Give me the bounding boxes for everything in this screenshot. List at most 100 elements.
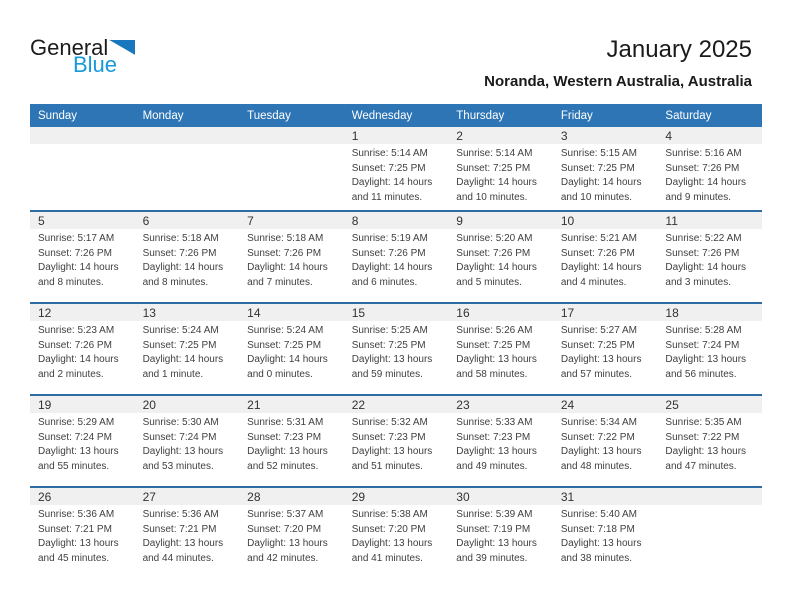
sunrise-text: Sunrise: 5:38 AM <box>351 509 428 520</box>
day-details: Sunrise: 5:24 AM Sunset: 7:25 PM Dayligh… <box>239 321 344 382</box>
sunset-text: Sunset: 7:19 PM <box>456 523 531 535</box>
day-cell: 15 Sunrise: 5:25 AM Sunset: 7:25 PM Dayl… <box>343 304 449 394</box>
sunrise-text: Sunrise: 5:39 AM <box>456 509 533 520</box>
day-cell <box>239 127 344 210</box>
sunset-text: Sunset: 7:26 PM <box>38 247 112 259</box>
daylight-text: Daylight: 13 hours and 44 minutes. <box>142 538 224 564</box>
sunrise-text: Sunrise: 5:36 AM <box>142 509 219 520</box>
week-row: 19 Sunrise: 5:29 AM Sunset: 7:24 PM Dayl… <box>30 394 762 486</box>
sunrise-text: Sunrise: 5:34 AM <box>560 417 637 428</box>
day-cell: 11 Sunrise: 5:22 AM Sunset: 7:26 PM Dayl… <box>657 212 762 302</box>
sunset-text: Sunset: 7:21 PM <box>38 523 112 535</box>
sunrise-text: Sunrise: 5:22 AM <box>665 233 742 244</box>
sunset-text: Sunset: 7:21 PM <box>142 523 217 535</box>
day-number: 13 <box>134 304 240 321</box>
location-subtitle: Noranda, Western Australia, Australia <box>484 73 752 90</box>
daylight-text: Daylight: 14 hours and 2 minutes. <box>38 354 119 380</box>
day-number: 31 <box>552 488 658 505</box>
sunrise-text: Sunrise: 5:25 AM <box>351 325 428 336</box>
calendar-grid: Sunday Monday Tuesday Wednesday Thursday… <box>30 104 762 578</box>
sunset-text: Sunset: 7:24 PM <box>665 339 740 351</box>
sunrise-text: Sunrise: 5:37 AM <box>247 509 324 520</box>
day-details <box>30 144 135 147</box>
day-number: 3 <box>552 127 658 144</box>
logo-text-blue: Blue <box>73 52 118 77</box>
sunset-text: Sunset: 7:25 PM <box>247 339 322 351</box>
day-number: 8 <box>343 212 449 229</box>
sunrise-text: Sunrise: 5:33 AM <box>456 417 533 428</box>
daylight-text: Daylight: 14 hours and 9 minutes. <box>665 177 747 203</box>
day-number: 28 <box>239 488 344 505</box>
title-block: January 2025 Noranda, Western Australia,… <box>484 36 752 90</box>
day-cell: 25 Sunrise: 5:35 AM Sunset: 7:22 PM Dayl… <box>657 396 762 486</box>
day-details: Sunrise: 5:22 AM Sunset: 7:26 PM Dayligh… <box>657 229 762 290</box>
day-cell: 9 Sunrise: 5:20 AM Sunset: 7:26 PM Dayli… <box>448 212 553 302</box>
sunset-text: Sunset: 7:26 PM <box>665 162 740 174</box>
day-details: Sunrise: 5:24 AM Sunset: 7:25 PM Dayligh… <box>135 321 240 382</box>
week-row: 12 Sunrise: 5:23 AM Sunset: 7:26 PM Dayl… <box>30 302 762 394</box>
day-details: Sunrise: 5:39 AM Sunset: 7:19 PM Dayligh… <box>448 505 553 566</box>
day-cell: 18 Sunrise: 5:28 AM Sunset: 7:24 PM Dayl… <box>657 304 762 394</box>
week-row: 26 Sunrise: 5:36 AM Sunset: 7:21 PM Dayl… <box>30 486 762 578</box>
sunrise-text: Sunrise: 5:17 AM <box>38 233 115 244</box>
day-number: 15 <box>343 304 449 321</box>
daylight-text: Daylight: 13 hours and 49 minutes. <box>456 446 537 472</box>
dow-header-thursday: Thursday <box>456 109 505 122</box>
sunrise-text: Sunrise: 5:40 AM <box>560 509 637 520</box>
sunset-text: Sunset: 7:26 PM <box>560 247 635 259</box>
daylight-text: Daylight: 13 hours and 57 minutes. <box>560 354 642 380</box>
page-header: General Blue January 2025 Noranda, Weste… <box>0 0 792 104</box>
day-number: 19 <box>30 396 135 413</box>
day-details: Sunrise: 5:21 AM Sunset: 7:26 PM Dayligh… <box>553 229 658 290</box>
day-cell <box>134 127 240 210</box>
day-cell: 8 Sunrise: 5:19 AM Sunset: 7:26 PM Dayli… <box>343 212 449 302</box>
dow-header-tuesday: Tuesday <box>247 109 291 122</box>
day-details: Sunrise: 5:14 AM Sunset: 7:25 PM Dayligh… <box>344 144 449 205</box>
day-details: Sunrise: 5:15 AM Sunset: 7:25 PM Dayligh… <box>553 144 658 205</box>
day-details: Sunrise: 5:28 AM Sunset: 7:24 PM Dayligh… <box>657 321 762 382</box>
daylight-text: Daylight: 14 hours and 8 minutes. <box>38 262 119 288</box>
day-number: 1 <box>343 127 449 144</box>
sunset-text: Sunset: 7:25 PM <box>351 339 426 351</box>
logo-text-general: General <box>30 37 150 59</box>
sunrise-text: Sunrise: 5:15 AM <box>560 148 637 159</box>
daylight-text: Daylight: 13 hours and 42 minutes. <box>247 538 328 564</box>
sunset-text: Sunset: 7:25 PM <box>560 339 635 351</box>
sunrise-text: Sunrise: 5:35 AM <box>665 417 742 428</box>
day-number: 10 <box>552 212 658 229</box>
day-number: 9 <box>448 212 553 229</box>
day-number: 27 <box>134 488 240 505</box>
day-cell: 1 Sunrise: 5:14 AM Sunset: 7:25 PM Dayli… <box>343 127 449 210</box>
sunset-text: Sunset: 7:26 PM <box>247 247 322 259</box>
general-blue-logo: General Blue <box>30 37 150 77</box>
day-cell: 23 Sunrise: 5:33 AM Sunset: 7:23 PM Dayl… <box>448 396 553 486</box>
dow-header-wednesday: Wednesday <box>351 109 413 122</box>
day-number: 22 <box>343 396 449 413</box>
day-details <box>239 144 344 147</box>
sunset-text: Sunset: 7:25 PM <box>456 162 531 174</box>
day-cell: 22 Sunrise: 5:32 AM Sunset: 7:23 PM Dayl… <box>343 396 449 486</box>
day-details <box>657 505 762 508</box>
day-number: 24 <box>552 396 658 413</box>
day-number: 30 <box>448 488 553 505</box>
month-title: January 2025 <box>606 36 752 63</box>
daylight-text: Daylight: 14 hours and 0 minutes. <box>247 354 328 380</box>
sunset-text: Sunset: 7:22 PM <box>560 431 635 443</box>
day-number: 6 <box>134 212 240 229</box>
day-details: Sunrise: 5:14 AM Sunset: 7:25 PM Dayligh… <box>448 144 553 205</box>
daylight-text: Daylight: 14 hours and 10 minutes. <box>456 177 537 203</box>
daylight-text: Daylight: 14 hours and 6 minutes. <box>351 262 433 288</box>
day-number: 21 <box>239 396 344 413</box>
day-number: 4 <box>657 127 762 144</box>
day-details: Sunrise: 5:40 AM Sunset: 7:18 PM Dayligh… <box>553 505 658 566</box>
daylight-text: Daylight: 13 hours and 56 minutes. <box>665 354 747 380</box>
day-cell: 26 Sunrise: 5:36 AM Sunset: 7:21 PM Dayl… <box>30 488 135 578</box>
day-cell: 14 Sunrise: 5:24 AM Sunset: 7:25 PM Dayl… <box>239 304 344 394</box>
sunset-text: Sunset: 7:25 PM <box>456 339 531 351</box>
day-number: 14 <box>239 304 344 321</box>
daylight-text: Daylight: 13 hours and 39 minutes. <box>456 538 537 564</box>
daylight-text: Daylight: 14 hours and 5 minutes. <box>456 262 537 288</box>
day-cell: 5 Sunrise: 5:17 AM Sunset: 7:26 PM Dayli… <box>30 212 135 302</box>
sunset-text: Sunset: 7:20 PM <box>351 523 426 535</box>
